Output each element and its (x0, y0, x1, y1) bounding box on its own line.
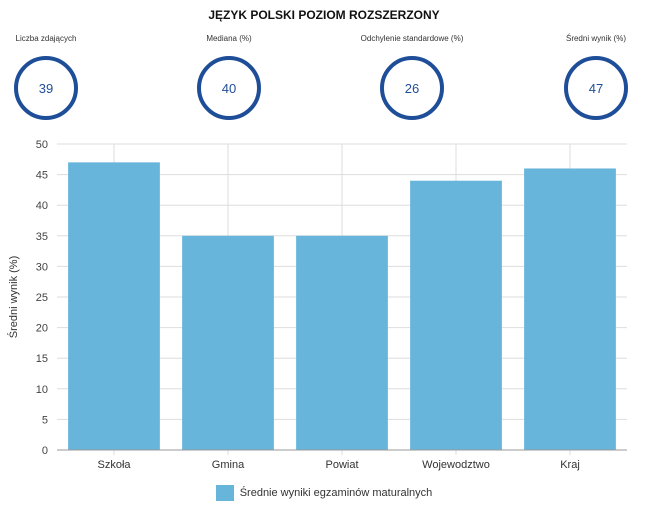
stat-mean-label: Średni wynik (%) (565, 34, 626, 43)
y-tick-label: 20 (36, 323, 48, 335)
y-tick-label: 5 (42, 414, 48, 426)
y-axis-ticks: 0 5 10 15 20 25 30 35 40 45 50 (36, 139, 48, 457)
bar-2 (296, 235, 388, 450)
stat-stddev-label: Odchylenie standardowe (%) (360, 34, 464, 43)
legend-swatch (215, 485, 234, 501)
chart-bars (68, 162, 616, 451)
bar-4 (524, 168, 616, 451)
x-tick-label: Gmina (212, 459, 245, 471)
x-tick-label: Szkoła (97, 459, 131, 471)
stat-median: Mediana (%) 40 (154, 34, 304, 120)
page-title: JĘZYK POLSKI POZIOM ROZSZERZONY (208, 8, 440, 22)
y-tick-label: 35 (36, 231, 48, 243)
stat-stddev: Odchylenie standardowe (%) 26 (337, 34, 487, 120)
stat-stddev-circle: 26 (380, 56, 444, 120)
y-tick-label: 10 (36, 384, 48, 396)
legend-label: Średnie wyniki egzaminów maturalnych (239, 487, 433, 499)
stat-mean-circle: 47 (564, 56, 628, 120)
y-tick-label: 40 (36, 200, 48, 212)
y-tick-label: 15 (36, 353, 48, 365)
chart-legend: Średnie wyniki egzaminów maturalnych (0, 485, 648, 501)
y-tick-label: 50 (36, 139, 48, 151)
y-tick-label: 30 (36, 261, 48, 273)
y-tick-label: 45 (36, 170, 48, 182)
stat-count: Liczba zdających 39 (0, 34, 121, 120)
bar-0 (68, 162, 160, 451)
stat-count-circle: 39 (14, 56, 78, 120)
bar-3 (410, 180, 502, 450)
y-tick-label: 25 (36, 292, 48, 304)
bar-1 (182, 235, 274, 450)
stat-count-label: Liczba zdających (15, 34, 77, 43)
x-axis-ticks: Szkoła Gmina Powiat Wojewodztwo Kraj (97, 459, 579, 471)
x-tick-label: Kraj (560, 459, 580, 471)
x-tick-label: Powiat (325, 459, 358, 471)
stat-median-label: Mediana (%) (206, 34, 252, 43)
y-tick-label: 0 (42, 445, 48, 457)
stat-median-circle: 40 (197, 56, 261, 120)
y-axis-label: Średni wynik (%) (7, 256, 20, 339)
stat-mean: Średni wynik (%) 47 (521, 34, 648, 120)
x-tick-label: Wojewodztwo (422, 459, 490, 471)
